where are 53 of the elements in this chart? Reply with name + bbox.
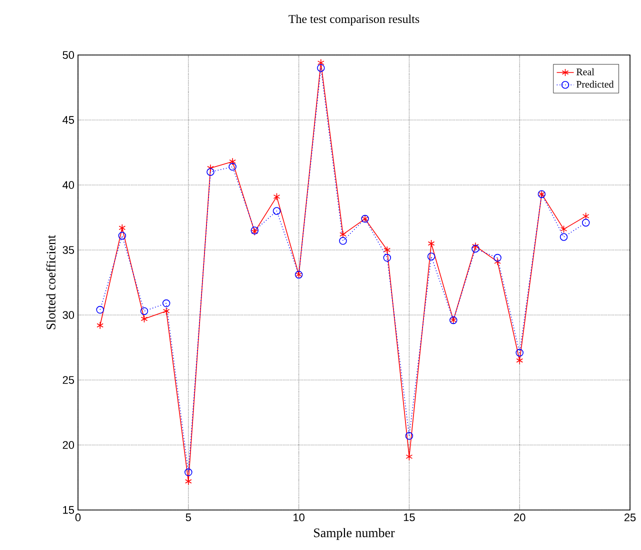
point: [494, 258, 501, 266]
point: [582, 218, 590, 227]
point: [427, 252, 436, 260]
point: [162, 299, 170, 308]
point: [340, 230, 346, 238]
y-tick-label: 45: [62, 116, 74, 124]
point: [560, 225, 568, 234]
point: [96, 322, 104, 330]
point: [228, 162, 236, 171]
point: [140, 315, 148, 323]
point: [582, 212, 590, 220]
point: [472, 244, 480, 253]
y-axis-title: Slotted coefficient: [46, 235, 56, 330]
point: [428, 240, 435, 248]
x-tick-label: 15: [404, 514, 415, 522]
x-tick-label: 5: [186, 514, 191, 522]
point: [472, 242, 479, 250]
point: [162, 307, 170, 315]
legend-label: Predicted: [576, 80, 614, 88]
point: [207, 164, 214, 172]
point: [406, 452, 413, 461]
x-tick-label: 20: [514, 514, 526, 522]
point: [118, 232, 126, 240]
point: [184, 468, 192, 476]
point: [140, 307, 148, 315]
y-tick-label: 30: [62, 311, 74, 319]
point: [383, 254, 392, 262]
point: [272, 207, 281, 215]
y-tick-label: 50: [62, 51, 74, 59]
x-tick-label: 0: [75, 514, 81, 522]
point: [273, 192, 280, 201]
x-axis-title: Sample number: [314, 528, 395, 540]
point: [229, 158, 236, 166]
x-tick-label: 10: [294, 514, 304, 522]
chart-title: The test comparison results: [288, 14, 420, 26]
y-tick-label: 25: [62, 376, 74, 384]
point: [118, 224, 126, 232]
legend-label: Real: [576, 68, 594, 76]
point: [317, 64, 325, 72]
y-tick-label: 35: [62, 246, 74, 254]
y-tick-label: 20: [62, 441, 74, 449]
y-tick-label: 40: [62, 181, 74, 189]
point: [560, 233, 568, 241]
point: [96, 306, 104, 314]
point: [516, 348, 524, 357]
y-tick-label: 15: [63, 506, 74, 514]
point: [494, 254, 502, 262]
point: [516, 356, 524, 364]
point: [405, 432, 414, 440]
point: [384, 246, 391, 254]
point: [339, 237, 347, 245]
point: [206, 168, 214, 176]
x-tick-label: 25: [624, 514, 636, 522]
